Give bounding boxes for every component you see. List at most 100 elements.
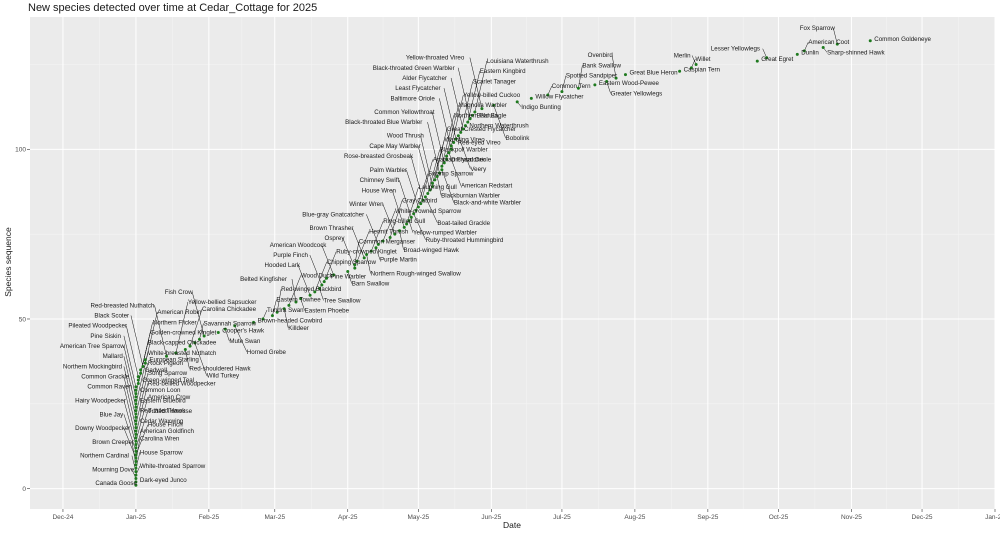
species-label: Song Sparrow: [148, 370, 188, 377]
label-leader-line: [439, 98, 452, 150]
data-point: [678, 69, 682, 73]
label-leader-line: [389, 200, 403, 238]
x-tick-label: Jan-25: [126, 514, 146, 521]
data-point: [459, 130, 463, 134]
data-point: [134, 419, 138, 423]
data-point: [449, 144, 453, 148]
label-leader-line: [123, 366, 137, 418]
data-point: [409, 215, 413, 219]
label-leader-line: [135, 410, 149, 449]
label-leader-line: [561, 75, 567, 92]
data-point: [421, 198, 425, 202]
label-leader-line: [225, 329, 230, 342]
data-point: [134, 432, 138, 436]
species-label: Belted Kingfisher: [240, 276, 287, 283]
species-label: Dunlin: [801, 49, 819, 56]
data-point: [216, 331, 220, 335]
label-leader-line: [194, 342, 207, 376]
species-label: Indigo Bunting: [521, 104, 561, 111]
label-leader-line: [300, 298, 305, 311]
species-label: Sharp-shinned Hawk: [827, 50, 885, 57]
label-leader-line: [356, 231, 370, 262]
data-point: [492, 103, 496, 107]
species-label: Red-winged Blackbird: [281, 286, 342, 293]
label-leader-line: [314, 261, 328, 292]
species-label: Alder Flycatcher: [402, 75, 447, 82]
chart-title: New species detected over time at Cedar_…: [28, 2, 317, 14]
label-leader-line: [691, 55, 697, 65]
data-point: [430, 181, 434, 185]
label-leader-line: [123, 335, 137, 387]
species-label: Willet: [695, 56, 710, 63]
y-tick-label: 0: [22, 486, 26, 493]
data-point: [134, 412, 138, 416]
species-label: Pileated Woodpecker: [68, 323, 127, 330]
species-label: Swamp Sparrow: [428, 170, 474, 177]
label-leader-line: [366, 254, 371, 274]
label-leader-line: [351, 227, 365, 259]
species-label: Willow Flycatcher: [535, 93, 583, 100]
species-label: Wood Thrush: [387, 133, 424, 140]
label-leader-line: [427, 122, 440, 174]
species-label: Blackburnian Warbler: [441, 192, 500, 199]
x-tick-label: Oct-25: [769, 514, 789, 521]
label-leader-line: [474, 60, 488, 113]
data-point: [369, 249, 373, 253]
species-label: Fox Sparrow: [800, 25, 836, 32]
data-point: [694, 63, 698, 67]
species-label: Red-eyed Vireo: [458, 140, 501, 147]
label-leader-line: [415, 173, 429, 211]
data-point: [188, 344, 192, 348]
species-label: Red-breasted Nuthatch: [90, 302, 155, 309]
label-leader-line: [272, 299, 277, 316]
y-axis-ticks: 0 50 100: [15, 147, 30, 493]
data-point: [325, 276, 329, 280]
label-leader-line: [493, 105, 506, 139]
data-point: [480, 107, 484, 111]
species-label: Northern Waterthrush: [469, 123, 529, 130]
data-point: [440, 168, 444, 172]
data-point: [233, 324, 237, 328]
species-label: Cape May Warbler: [369, 143, 420, 150]
data-point: [795, 52, 799, 56]
data-point: [433, 178, 437, 182]
species-label: Scarlet Tanager: [473, 78, 516, 85]
species-label: Greater Yellowlegs: [611, 90, 663, 97]
label-leader-line: [234, 325, 247, 352]
data-point: [468, 117, 472, 121]
y-tick-label: 50: [19, 316, 27, 323]
species-label: Veery: [470, 166, 487, 173]
x-tick-label: May-25: [408, 514, 430, 521]
label-leader-line: [135, 362, 149, 415]
species-label: Louisiana Waterthrush: [487, 58, 549, 65]
species-label: Gadwall: [145, 367, 167, 374]
label-leader-lines: [123, 28, 838, 479]
species-label: Orchard Oriole: [451, 157, 492, 164]
data-point: [134, 422, 138, 426]
data-point: [134, 473, 138, 477]
species-label: Fish Crow: [165, 289, 193, 296]
species-label: Gray Catbird: [402, 198, 438, 205]
data-point: [134, 453, 138, 457]
data-point: [765, 56, 769, 60]
data-point: [593, 83, 597, 87]
species-label: House Sparrow: [140, 449, 183, 456]
species-label: Bobolink: [506, 135, 531, 142]
species-label: Northern Mockingbird: [63, 363, 123, 370]
species-label: Eastern Phoebe: [305, 308, 350, 315]
data-point: [560, 90, 564, 94]
label-leader-line: [399, 230, 404, 250]
label-leader-line: [342, 237, 356, 269]
species-label: Ring-billed Gull: [383, 218, 425, 225]
species-label: Savannah Sparrow: [203, 320, 256, 327]
species-label: Eastern Wood-Pewee: [599, 80, 660, 87]
data-point: [546, 93, 550, 97]
data-point: [393, 232, 397, 236]
species-label: Yellow-bellied Sapsucker: [188, 299, 257, 306]
data-point: [299, 297, 303, 301]
species-label: Hairy Woodpecker: [75, 398, 126, 405]
label-leader-line: [319, 288, 324, 301]
data-point: [322, 280, 326, 284]
data-point: [353, 263, 357, 267]
label-leader-line: [199, 323, 204, 340]
